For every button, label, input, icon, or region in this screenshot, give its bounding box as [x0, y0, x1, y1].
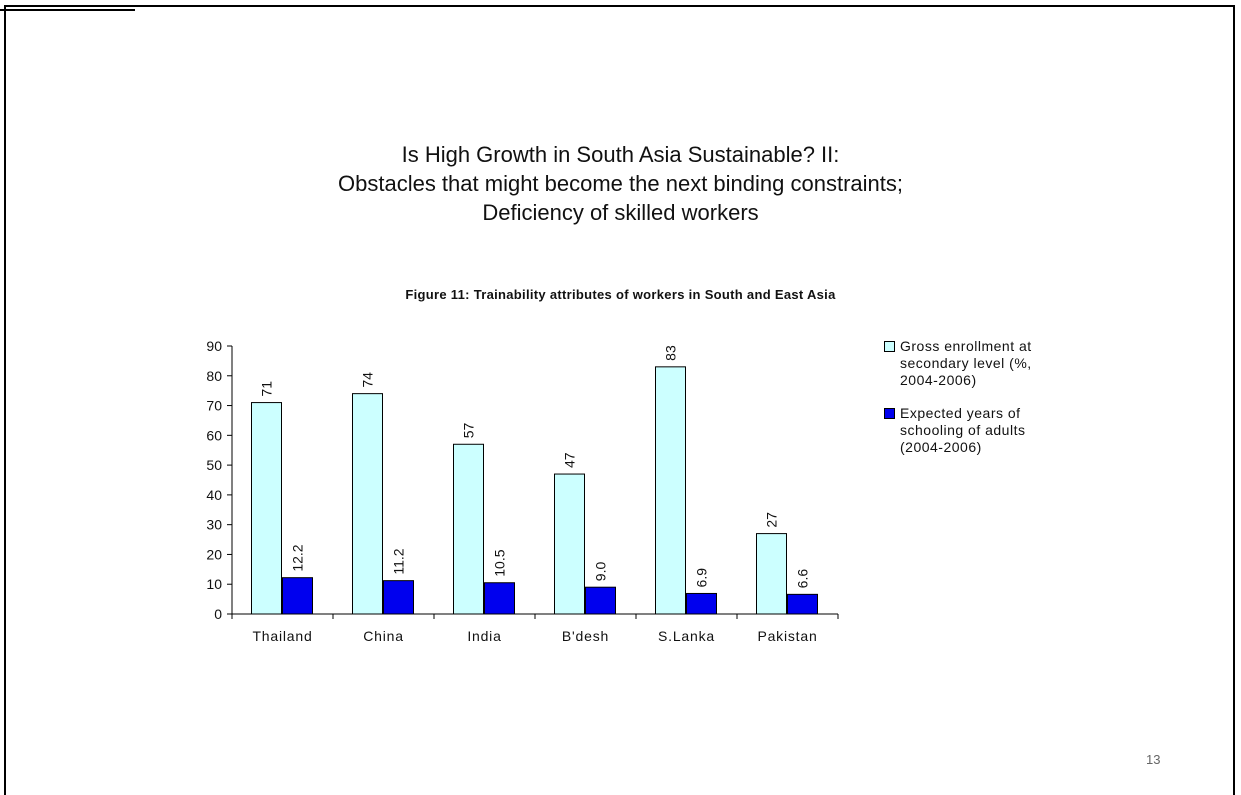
bar-enrollment	[756, 533, 787, 615]
legend-label-enrollment-line-2: secondary level (%,	[900, 355, 1032, 371]
x-tick-label: China	[363, 628, 404, 644]
data-label-schooling: 12.2	[290, 544, 306, 571]
x-tick-label: B'desh	[562, 628, 609, 644]
x-tick-label: S.Lanka	[658, 628, 715, 644]
page-number: 13	[1146, 752, 1161, 767]
data-label-enrollment: 47	[562, 452, 578, 468]
data-label-schooling: 11.2	[391, 548, 407, 574]
slide-title-line-2: Obstacles that might become the next bin…	[338, 171, 903, 196]
slide-title-line-1: Is High Growth in South Asia Sustainable…	[401, 142, 840, 167]
bar-schooling	[282, 577, 313, 615]
bar-enrollment	[453, 443, 484, 615]
data-label-enrollment: 27	[764, 512, 780, 528]
data-label-enrollment: 71	[259, 381, 275, 397]
y-tick-label: 50	[206, 457, 222, 473]
bar-schooling	[484, 582, 515, 615]
top-decoration-line	[0, 0, 135, 11]
legend-label-enrollment-line-1: Gross enrollment at	[900, 338, 1032, 354]
bar-enrollment	[655, 366, 686, 615]
bar-schooling	[383, 580, 414, 615]
data-label-schooling: 10.5	[492, 549, 508, 576]
data-label-schooling: 6.6	[795, 569, 811, 589]
bar-schooling	[787, 593, 818, 615]
x-tick-label: Thailand	[252, 628, 312, 644]
bar-enrollment	[352, 393, 383, 615]
legend-item-enrollment: Gross enrollment at secondary level (%, …	[884, 338, 1104, 389]
y-tick-label: 30	[206, 517, 222, 533]
legend-swatch-enrollment	[884, 341, 895, 352]
y-tick-label: 90	[206, 338, 222, 354]
y-tick-label: 70	[206, 398, 222, 414]
x-tick-label: Pakistan	[757, 628, 817, 644]
legend-swatch-schooling	[884, 408, 895, 419]
data-label-enrollment: 74	[360, 372, 376, 388]
y-tick-label: 10	[206, 576, 222, 592]
slide-title: Is High Growth in South Asia Sustainable…	[0, 140, 1241, 227]
y-tick-label: 20	[206, 546, 222, 562]
x-tick-label: India	[467, 628, 501, 644]
chart-legend: Gross enrollment at secondary level (%, …	[884, 338, 1104, 472]
data-label-schooling: 9.0	[593, 562, 609, 582]
legend-label-schooling-line-1: Expected years of	[900, 405, 1021, 421]
bar-schooling	[585, 586, 616, 615]
data-label-schooling: 6.9	[694, 568, 710, 588]
bar-enrollment	[251, 402, 282, 615]
chart-title: Figure 11: Trainability attributes of wo…	[405, 287, 836, 302]
y-tick-label: 40	[206, 487, 222, 503]
slide-title-line-3: Deficiency of skilled workers	[482, 200, 759, 225]
legend-label-schooling-line-3: (2004-2006)	[900, 439, 982, 455]
bar-enrollment	[554, 473, 585, 615]
y-tick-label: 60	[206, 427, 222, 443]
legend-label-enrollment-line-3: 2004-2006)	[900, 372, 977, 388]
legend-label-schooling-line-2: schooling of adults	[900, 422, 1026, 438]
data-label-enrollment: 57	[461, 422, 477, 438]
legend-item-schooling: Expected years of schooling of adults (2…	[884, 405, 1104, 456]
bar-schooling	[686, 592, 717, 615]
y-tick-label: 80	[206, 368, 222, 384]
slide-frame	[4, 5, 1235, 795]
data-label-enrollment: 83	[663, 345, 679, 361]
y-tick-label: 0	[214, 606, 222, 622]
